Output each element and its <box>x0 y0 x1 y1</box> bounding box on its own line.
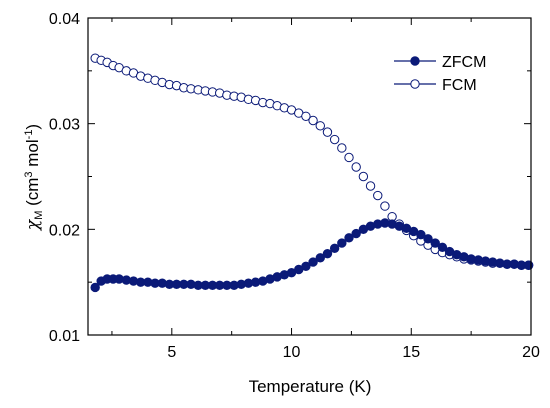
data-point-fcm <box>337 143 347 153</box>
data-point-zfcm <box>301 261 311 272</box>
y-axis-title-subscript: M <box>33 211 45 220</box>
y-axis-title-units-open: (cm <box>23 178 42 211</box>
data-point-fcm <box>358 171 369 182</box>
y-axis-title-sup-neg1: -1 <box>23 130 35 140</box>
data-point-fcm <box>351 162 361 172</box>
legend-label-fcm: FCM <box>442 77 477 94</box>
x-tick-label: 15 <box>402 344 420 361</box>
y-axis-title-units-close: ) <box>23 124 42 130</box>
data-point-zfcm <box>322 248 333 259</box>
y-tick-label: 0.03 <box>49 117 80 134</box>
legend-marker-zfcm <box>410 56 420 66</box>
y-tick-label: 0.02 <box>49 222 80 239</box>
legend-label-zfcm: ZFCM <box>442 54 486 71</box>
data-point-zfcm <box>308 257 318 267</box>
y-tick-label: 0.01 <box>49 328 80 345</box>
data-point-fcm <box>380 201 390 211</box>
data-point-zfcm <box>437 242 448 253</box>
x-tick-label: 10 <box>283 344 301 361</box>
x-tick-label: 20 <box>522 344 540 361</box>
y-axis-title-sup-3: 3 <box>23 171 35 177</box>
y-axis-title-units-mid: mol <box>23 139 42 171</box>
data-point-fcm <box>344 152 354 163</box>
x-axis-title: Temperature (K) <box>249 377 372 396</box>
y-axis-title-chi: χ <box>23 218 43 231</box>
data-point-fcm <box>329 134 340 145</box>
data-point-zfcm <box>315 253 325 263</box>
data-point-zfcm <box>351 228 361 239</box>
data-point-fcm <box>315 121 325 131</box>
data-point-zfcm <box>329 243 340 254</box>
data-point-zfcm <box>90 282 100 293</box>
x-tick-label: 5 <box>167 344 176 361</box>
legend-marker-fcm <box>410 79 420 89</box>
data-point-fcm <box>373 190 383 201</box>
data-point-fcm <box>322 127 333 137</box>
data-point-zfcm <box>416 229 426 240</box>
data-marks <box>90 53 534 293</box>
data-point-zfcm <box>423 234 433 244</box>
data-point-zfcm <box>430 238 440 248</box>
axis-ticks: 5 10 15 20 0.01 0.02 0.03 0.04 <box>49 11 540 361</box>
data-point-fcm <box>301 111 311 121</box>
data-point-fcm <box>308 115 318 126</box>
data-point-zfcm <box>344 233 354 243</box>
data-point-fcm <box>365 181 376 191</box>
data-point-zfcm <box>337 238 347 248</box>
y-tick-label: 0.04 <box>49 11 80 28</box>
y-axis-title: χM (cm3 mol-1) <box>23 124 45 231</box>
legend: ZFCM FCM <box>394 54 486 94</box>
